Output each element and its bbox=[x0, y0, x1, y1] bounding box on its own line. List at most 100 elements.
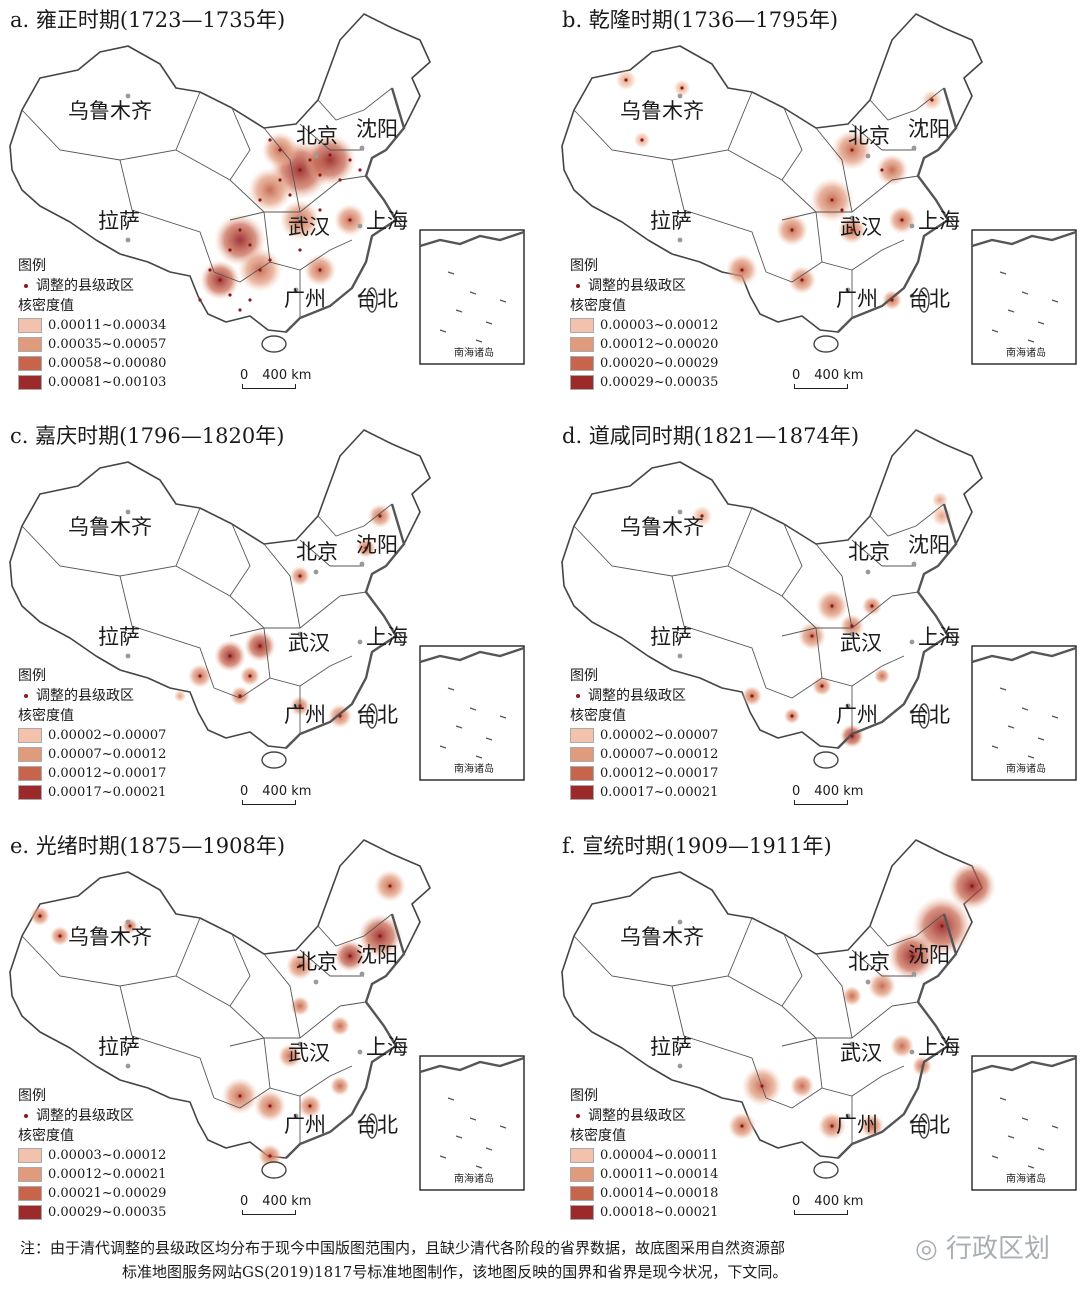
taiwan-island bbox=[366, 1113, 378, 1139]
scale-bar: 0 400 km bbox=[240, 784, 311, 805]
county-point bbox=[278, 178, 282, 182]
legend-class: 0.00058~0.00080 bbox=[18, 354, 166, 373]
legend: 图例 调整的县级政区 核密度值 0.00004~0.00011 0.00011~0.00… bbox=[570, 1086, 718, 1222]
province-boundary bbox=[891, 175, 919, 181]
inset-coastline bbox=[971, 646, 1077, 664]
legend-point-entry: 调整的县级政区 bbox=[570, 276, 718, 296]
county-point bbox=[258, 198, 262, 202]
dash-line-segment bbox=[1027, 1165, 1035, 1169]
density-hotspot bbox=[876, 154, 908, 186]
scale-distance: 400 km bbox=[262, 368, 312, 383]
province-boundary bbox=[671, 159, 767, 273]
city-label-urumqi: 乌鲁木齐 bbox=[620, 515, 704, 539]
province-boundary bbox=[781, 211, 817, 221]
density-hotspot bbox=[790, 1074, 814, 1098]
city-label-urumqi: 乌鲁木齐 bbox=[68, 99, 152, 123]
province-boundary bbox=[213, 677, 271, 699]
county-point bbox=[258, 268, 262, 272]
density-hotspot bbox=[874, 668, 890, 684]
county-point bbox=[238, 1094, 242, 1098]
dash-line-segment bbox=[1007, 309, 1015, 313]
county-point bbox=[298, 704, 302, 708]
legend-class: 0.00021~0.00029 bbox=[18, 1184, 166, 1203]
province-boundary bbox=[229, 627, 265, 637]
county-point bbox=[278, 148, 282, 152]
inset-label: 南海诸岛 bbox=[1006, 346, 1046, 359]
province-boundary bbox=[765, 261, 823, 283]
legend-class: 0.00029~0.00035 bbox=[18, 1203, 166, 1222]
city-label-beijing: 北京 bbox=[296, 124, 338, 148]
county-point bbox=[228, 293, 232, 297]
city-dot bbox=[293, 703, 299, 709]
county-point bbox=[640, 138, 644, 142]
city-label-guangzhou: 广州 bbox=[836, 703, 878, 727]
legend-class: 0.00004~0.00011 bbox=[570, 1146, 718, 1165]
dash-line-segment bbox=[469, 291, 477, 295]
county-point bbox=[680, 86, 684, 90]
coastline bbox=[837, 87, 958, 333]
dash-line-segment bbox=[499, 299, 507, 303]
province-boundary bbox=[339, 175, 367, 181]
province-boundary bbox=[781, 1037, 817, 1047]
city-dot bbox=[911, 561, 917, 567]
legend-class-label: 0.00011~0.00034 bbox=[48, 318, 167, 333]
legend-class-label: 0.00020~0.00029 bbox=[600, 356, 719, 371]
province-boundary bbox=[765, 1087, 823, 1109]
legend-class-label: 0.00012~0.00021 bbox=[48, 1167, 167, 1182]
county-point bbox=[930, 98, 934, 102]
density-hotspot bbox=[842, 986, 862, 1006]
county-point bbox=[760, 1084, 764, 1088]
province-boundary bbox=[781, 933, 803, 1007]
legend-swatch bbox=[18, 728, 42, 743]
province-boundary bbox=[781, 627, 817, 637]
province-boundary bbox=[263, 543, 301, 629]
taiwan-island bbox=[918, 1113, 930, 1139]
province-boundary bbox=[299, 123, 364, 151]
province-boundary bbox=[851, 949, 916, 977]
province-boundary bbox=[299, 539, 364, 567]
density-hotspot bbox=[868, 972, 896, 1000]
legend-class: 0.00017~0.00021 bbox=[570, 783, 718, 802]
city-label-beijing: 北京 bbox=[848, 540, 890, 564]
county-point bbox=[308, 1104, 312, 1108]
taiwan-island bbox=[918, 287, 930, 313]
city-label-beijing: 北京 bbox=[848, 124, 890, 148]
province-boundary bbox=[815, 543, 853, 629]
inset-coastline bbox=[419, 646, 525, 664]
province-boundary bbox=[869, 913, 945, 947]
inset-frame bbox=[419, 1055, 525, 1191]
legend-swatch bbox=[570, 318, 594, 333]
scale-zero: 0 bbox=[240, 368, 249, 383]
legend-class-label: 0.00014~0.00018 bbox=[600, 1186, 719, 1201]
legend-class: 0.00012~0.00017 bbox=[570, 764, 718, 783]
legend-swatch bbox=[18, 766, 42, 781]
legend-swatch bbox=[570, 785, 594, 800]
county-point bbox=[740, 268, 744, 272]
dash-line-segment bbox=[475, 755, 483, 759]
dash-line-segment bbox=[455, 309, 463, 313]
legend-swatch bbox=[18, 356, 42, 371]
legend-density-title: 核密度值 bbox=[18, 708, 74, 724]
city-dot bbox=[911, 971, 917, 977]
legend-class-label: 0.00012~0.00017 bbox=[600, 766, 719, 781]
legend-class-label: 0.00003~0.00012 bbox=[600, 318, 719, 333]
density-hotspot bbox=[890, 1034, 914, 1058]
density-hotspot bbox=[330, 1076, 350, 1096]
city-dot bbox=[677, 93, 683, 99]
city-dot bbox=[359, 971, 365, 977]
city-label-lhasa: 拉萨 bbox=[98, 625, 140, 649]
city-dot bbox=[125, 93, 131, 99]
county-point bbox=[890, 298, 894, 302]
county-point bbox=[850, 734, 854, 738]
legend-swatch bbox=[570, 1167, 594, 1182]
dash-line-segment bbox=[499, 715, 507, 719]
legend-class: 0.00029~0.00035 bbox=[570, 373, 718, 392]
county-point bbox=[268, 258, 272, 262]
city-dot bbox=[677, 1063, 683, 1069]
city-dot bbox=[849, 215, 855, 221]
legend-title: 图例 bbox=[570, 258, 598, 274]
hainan-island bbox=[813, 751, 839, 769]
legend-class-label: 0.00012~0.00017 bbox=[48, 766, 167, 781]
